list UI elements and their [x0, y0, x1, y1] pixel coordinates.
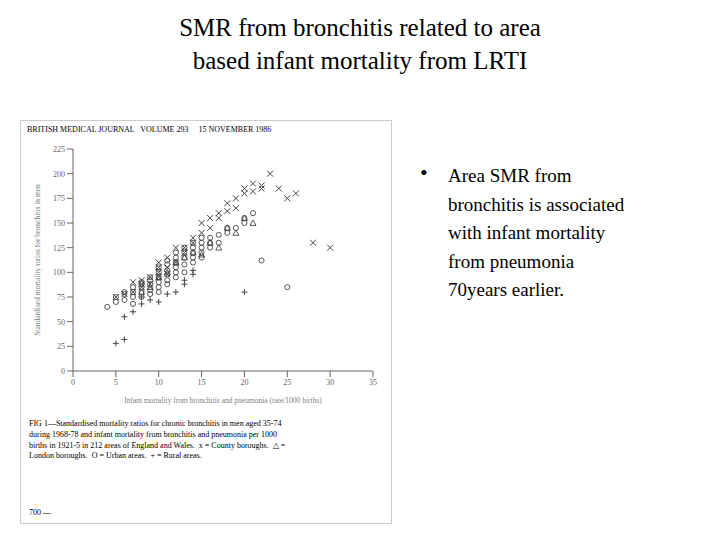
html-text:700 —: 700 — [29, 508, 51, 517]
svg-text:Standardised mortality ratios: Standardised mortality ratios for bronch… [33, 184, 42, 336]
svg-text:35: 35 [369, 378, 377, 387]
svg-text:75: 75 [57, 293, 65, 302]
svg-text:200: 200 [53, 170, 65, 179]
svg-text:125: 125 [53, 244, 65, 253]
svg-text:150: 150 [53, 219, 65, 228]
html-text:SMR from bronchitis related to: SMR from bronchitis related to area [179, 14, 541, 41]
svg-text:20: 20 [240, 378, 248, 387]
svg-text:0: 0 [61, 367, 65, 376]
html-text:FIG 1—Standardised mortality r: FIG 1—Standardised mortality ratios for … [29, 419, 286, 461]
svg-text:0: 0 [71, 378, 75, 387]
svg-text:5: 5 [114, 378, 118, 387]
svg-text:30: 30 [326, 378, 334, 387]
svg-text:225: 225 [53, 145, 65, 154]
html-text:based infant mortality from LR: based infant mortality from LRTI [192, 46, 528, 74]
svg-text:175: 175 [53, 194, 65, 203]
svg-text:25: 25 [57, 342, 65, 351]
svg-text:50: 50 [57, 318, 65, 327]
svg-text:Infant mortality from bronchit: Infant mortality from bronchitis and pne… [124, 396, 322, 405]
svg-text:15: 15 [198, 378, 206, 387]
svg-text:10: 10 [155, 378, 163, 387]
svg-text:100: 100 [53, 268, 65, 277]
svg-text:25: 25 [283, 378, 291, 387]
html-text:BRITISH MEDICAL JOURNAL VOLUME: BRITISH MEDICAL JOURNAL VOLUME 293 15 NO… [27, 125, 272, 134]
html-text:Area SMR from bronchitis is as: Area SMR from bronchitis is associated w… [448, 165, 625, 300]
